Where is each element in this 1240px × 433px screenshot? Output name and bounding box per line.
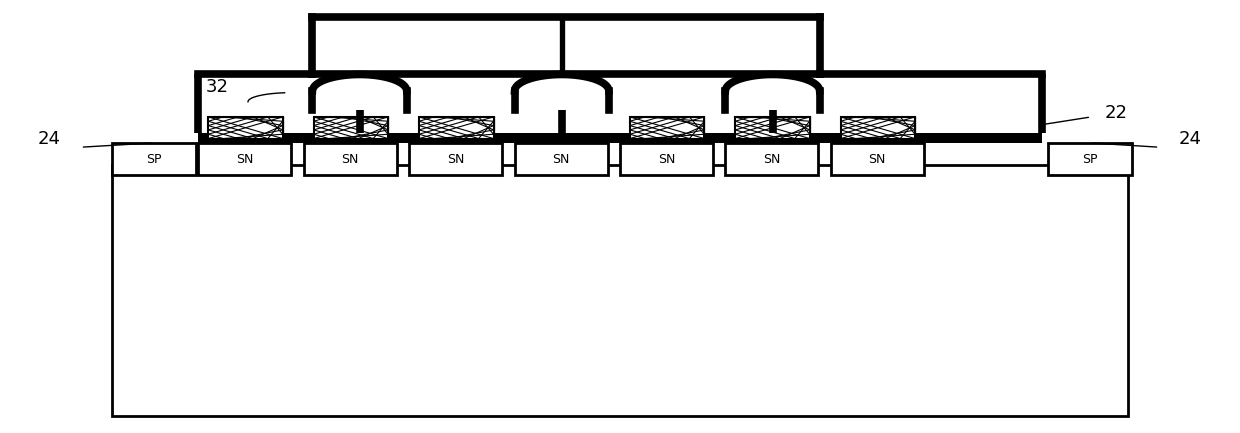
Text: 24: 24: [38, 129, 61, 148]
Text: SN: SN: [657, 152, 676, 166]
Text: 24: 24: [1179, 129, 1202, 148]
Text: SN: SN: [763, 152, 781, 166]
Bar: [725, 143, 818, 175]
Text: SP: SP: [1083, 152, 1097, 166]
Text: SN: SN: [868, 152, 887, 166]
Bar: [630, 117, 704, 139]
Text: SP: SP: [146, 152, 161, 166]
Bar: [198, 143, 291, 175]
Bar: [304, 143, 397, 175]
Text: SN: SN: [236, 152, 254, 166]
Bar: [409, 143, 502, 175]
Bar: [314, 117, 388, 139]
Text: SN: SN: [341, 152, 360, 166]
Text: SN: SN: [552, 152, 570, 166]
Bar: [112, 165, 1128, 416]
Bar: [841, 117, 915, 139]
Bar: [419, 117, 494, 139]
Text: SN: SN: [446, 152, 465, 166]
Bar: [831, 143, 924, 175]
Bar: [112, 143, 196, 175]
Text: 32: 32: [206, 78, 228, 96]
Bar: [515, 143, 608, 175]
Bar: [620, 143, 713, 175]
Bar: [735, 117, 810, 139]
Bar: [198, 133, 1042, 143]
Text: 22: 22: [1105, 103, 1127, 122]
Bar: [1048, 143, 1132, 175]
Bar: [208, 117, 283, 139]
